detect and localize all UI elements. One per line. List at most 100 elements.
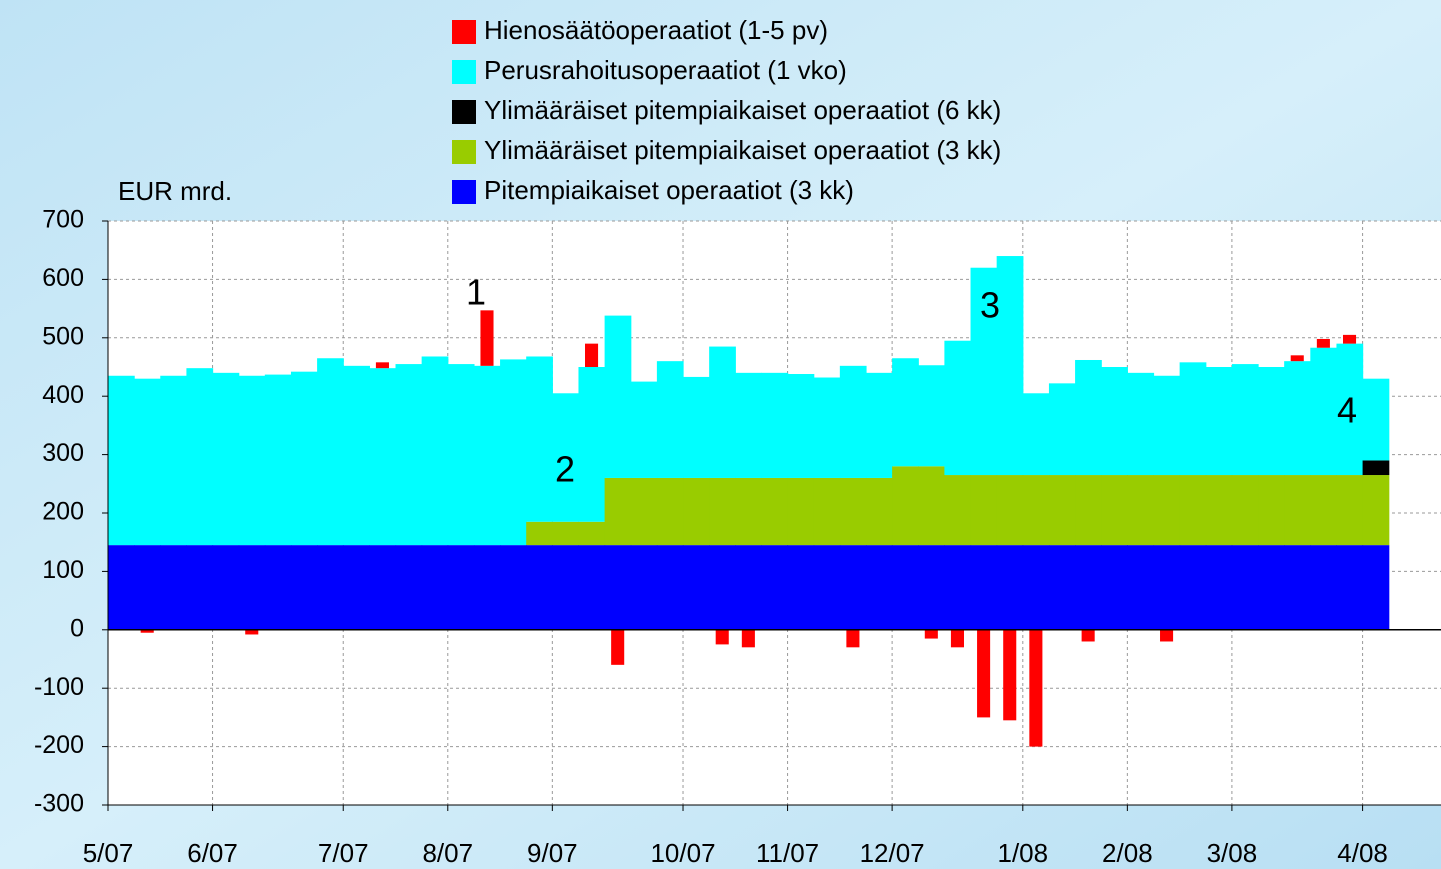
bar-segment bbox=[369, 545, 396, 630]
y-tick-label: -100 bbox=[34, 673, 84, 701]
bar-segment bbox=[1232, 545, 1259, 630]
bar-segment bbox=[1363, 379, 1390, 461]
bar-segment bbox=[1075, 545, 1102, 630]
bar-segment bbox=[1153, 376, 1180, 475]
bar-segment bbox=[1101, 475, 1128, 545]
legend-swatch bbox=[452, 180, 476, 204]
bar-segment bbox=[1023, 475, 1050, 545]
bar-segment bbox=[1310, 475, 1337, 545]
bar-segment bbox=[997, 545, 1024, 630]
bar-segment bbox=[761, 545, 788, 630]
x-tick-label: 6/07 bbox=[187, 838, 238, 868]
fine-tuning-bar bbox=[742, 630, 755, 648]
legend-label: Hienosäätöoperaatiot (1-5 pv) bbox=[484, 15, 828, 45]
bar-segment bbox=[1180, 362, 1207, 475]
bar-segment bbox=[866, 478, 893, 545]
legend-label: Ylimääräiset pitempiaikaiset operaatiot … bbox=[484, 95, 1001, 125]
fine-tuning-bar bbox=[1029, 630, 1042, 747]
bar-segment bbox=[997, 475, 1024, 545]
legend-swatch bbox=[452, 140, 476, 164]
annotation: 1 bbox=[466, 272, 486, 313]
bar-segment bbox=[578, 545, 605, 630]
bar-segment bbox=[474, 545, 501, 630]
bar-segment bbox=[709, 347, 736, 478]
bar-segment bbox=[1180, 545, 1207, 630]
bar-segment bbox=[1258, 367, 1285, 475]
bar-segment bbox=[657, 361, 684, 478]
bar-segment bbox=[448, 545, 475, 630]
y-tick-label: 400 bbox=[42, 381, 84, 409]
y-tick-label: 100 bbox=[42, 556, 84, 584]
annotation: 2 bbox=[555, 449, 575, 490]
bar-segment bbox=[814, 545, 841, 630]
bar-segment bbox=[1363, 460, 1390, 475]
bar-segment bbox=[1258, 545, 1285, 630]
fine-tuning-bar bbox=[1291, 355, 1304, 361]
bar-segment bbox=[317, 358, 344, 545]
bar-segment bbox=[134, 379, 161, 545]
x-tick-label: 2/08 bbox=[1102, 838, 1153, 868]
bar-segment bbox=[1232, 475, 1259, 545]
bar-segment bbox=[578, 522, 605, 545]
bar-segment bbox=[239, 545, 266, 630]
y-tick-label: -200 bbox=[34, 731, 84, 759]
bar-segment bbox=[918, 545, 945, 630]
legend-label: Pitempiaikaiset operaatiot (3 kk) bbox=[484, 175, 854, 205]
bar-segment bbox=[343, 366, 370, 545]
bar-segment bbox=[840, 545, 867, 630]
bar-segment bbox=[657, 545, 684, 630]
fine-tuning-bar bbox=[376, 362, 389, 368]
bar-segment bbox=[265, 545, 292, 630]
y-tick-label: 200 bbox=[42, 498, 84, 526]
bar-segment bbox=[1023, 393, 1050, 475]
bar-segment bbox=[1206, 475, 1233, 545]
bar-segment bbox=[422, 545, 449, 630]
y-tick-label: 300 bbox=[42, 439, 84, 467]
bar-segment bbox=[160, 376, 187, 545]
bar-segment bbox=[1336, 545, 1363, 630]
bar-segment bbox=[343, 545, 370, 630]
bar-segment bbox=[1206, 545, 1233, 630]
bar-segment bbox=[1206, 367, 1233, 475]
legend-label: Perusrahoitusoperaatiot (1 vko) bbox=[484, 55, 847, 85]
chart: EUR mrd. -300-200-1000100200300400500600… bbox=[0, 0, 1441, 869]
bar-segment bbox=[552, 522, 579, 545]
y-tick-label: 500 bbox=[42, 322, 84, 350]
bar-segment bbox=[605, 478, 632, 545]
bar-segment bbox=[1310, 545, 1337, 630]
bar-segment bbox=[1153, 545, 1180, 630]
bar-segment bbox=[108, 376, 135, 545]
bar-segment bbox=[1284, 361, 1311, 475]
fine-tuning-bar bbox=[951, 630, 964, 648]
bar-segment bbox=[1049, 475, 1076, 545]
bar-segment bbox=[683, 478, 710, 545]
bar-segment bbox=[997, 256, 1024, 475]
bar-segment bbox=[944, 545, 971, 630]
legend-label: Ylimääräiset pitempiaikaiset operaatiot … bbox=[484, 135, 1001, 165]
bar-segment bbox=[709, 545, 736, 630]
bar-segment bbox=[526, 356, 553, 521]
y-tick-label: 600 bbox=[42, 264, 84, 292]
bar-segment bbox=[683, 545, 710, 630]
bar-segment bbox=[761, 478, 788, 545]
bar-segment bbox=[1232, 364, 1259, 475]
bar-segment bbox=[1363, 475, 1390, 545]
bar-segment bbox=[474, 366, 501, 545]
bar-segment bbox=[840, 478, 867, 545]
bar-segment bbox=[814, 378, 841, 478]
bar-segment bbox=[735, 478, 762, 545]
fine-tuning-bar bbox=[977, 630, 990, 718]
page: EUR mrd. -300-200-1000100200300400500600… bbox=[0, 0, 1441, 869]
x-tick-label: 4/08 bbox=[1337, 838, 1388, 868]
legend-swatch bbox=[452, 60, 476, 84]
bar-segment bbox=[396, 545, 423, 630]
bar-segment bbox=[631, 545, 658, 630]
bar-segment bbox=[735, 545, 762, 630]
bar-segment bbox=[1101, 545, 1128, 630]
bar-segment bbox=[1153, 475, 1180, 545]
bar-segment bbox=[788, 545, 815, 630]
x-tick-label: 5/07 bbox=[83, 838, 134, 868]
fine-tuning-bar bbox=[716, 630, 729, 645]
bar-segment bbox=[317, 545, 344, 630]
bar-segment bbox=[1180, 475, 1207, 545]
